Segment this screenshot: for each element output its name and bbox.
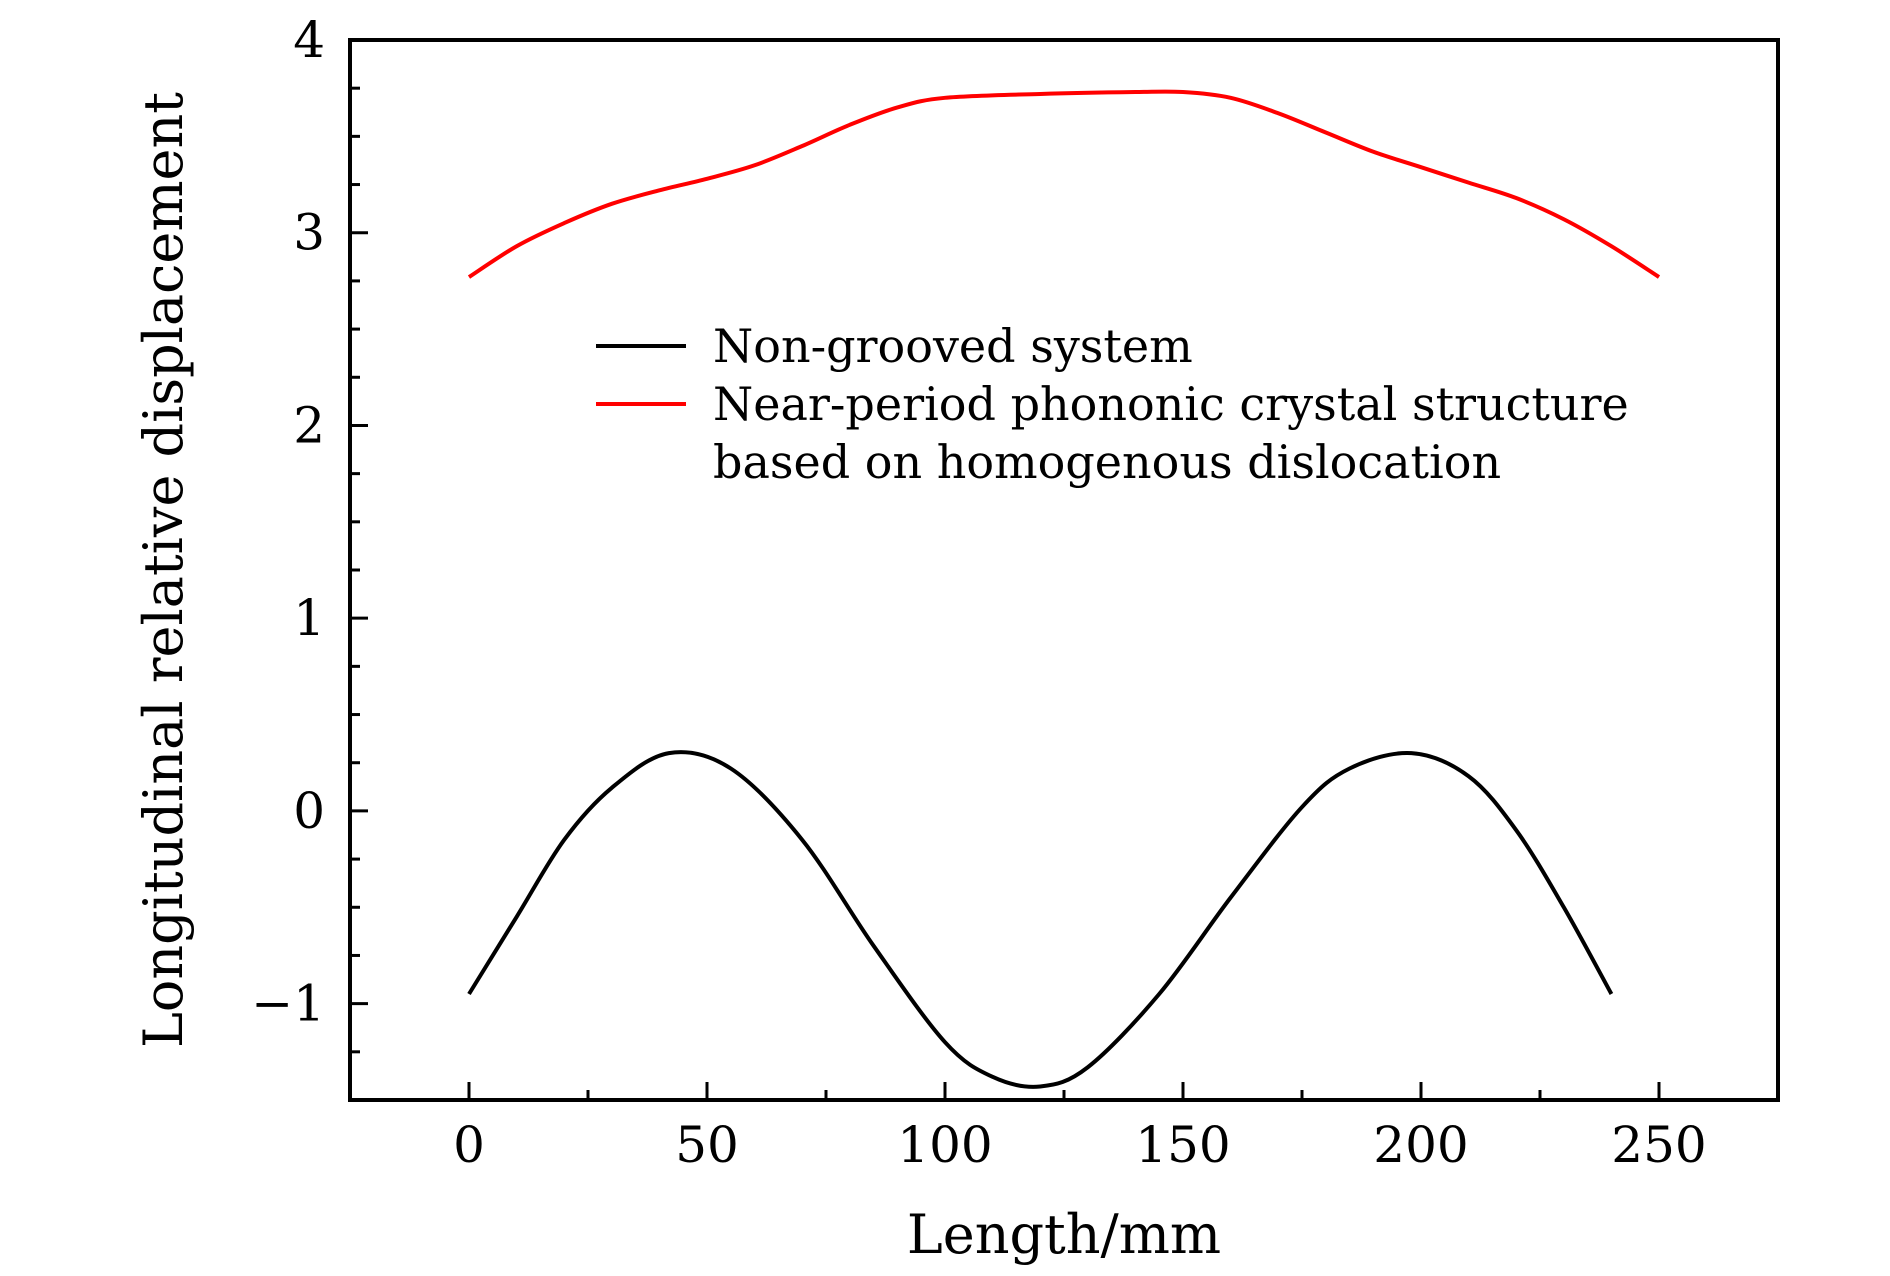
series-line-phononic (467, 89, 1661, 279)
y-tick-label: −1 (251, 975, 325, 1033)
plot-frame (348, 38, 1780, 1102)
x-axis-title: Length/mm (907, 1203, 1221, 1266)
y-tick-label: 3 (293, 204, 325, 262)
legend-label-non-grooved: Non-grooved system (713, 319, 1193, 373)
legend-label-phononic-line2: based on homogenous dislocation (713, 435, 1501, 489)
x-tick-label: 0 (453, 1116, 485, 1174)
legend: Non-grooved system Near-period phononic … (596, 319, 1643, 489)
y-tick-label: 4 (293, 11, 325, 69)
series-line-non-grooved (467, 750, 1614, 1089)
x-tick-label: 100 (897, 1116, 992, 1174)
ticks-layer: 0 50 100 150 200 250 −1 0 1 2 3 4 (251, 11, 1706, 1174)
y-tick-label: 0 (293, 782, 325, 840)
x-tick-label: 50 (675, 1116, 739, 1174)
x-tick-label: 150 (1135, 1116, 1230, 1174)
y-tick-label: 1 (293, 589, 325, 647)
series-layer (467, 89, 1661, 1089)
x-tick-label: 200 (1373, 1116, 1468, 1174)
legend-label-phononic-line1: Near-period phononic crystal structure (713, 377, 1629, 431)
legend-label-phononic: Near-period phononic crystal structure b… (713, 377, 1643, 489)
y-axis-title: Longitudinal relative displacement (132, 92, 195, 1048)
x-tick-label: 250 (1611, 1116, 1706, 1174)
y-tick-label: 2 (293, 396, 325, 454)
